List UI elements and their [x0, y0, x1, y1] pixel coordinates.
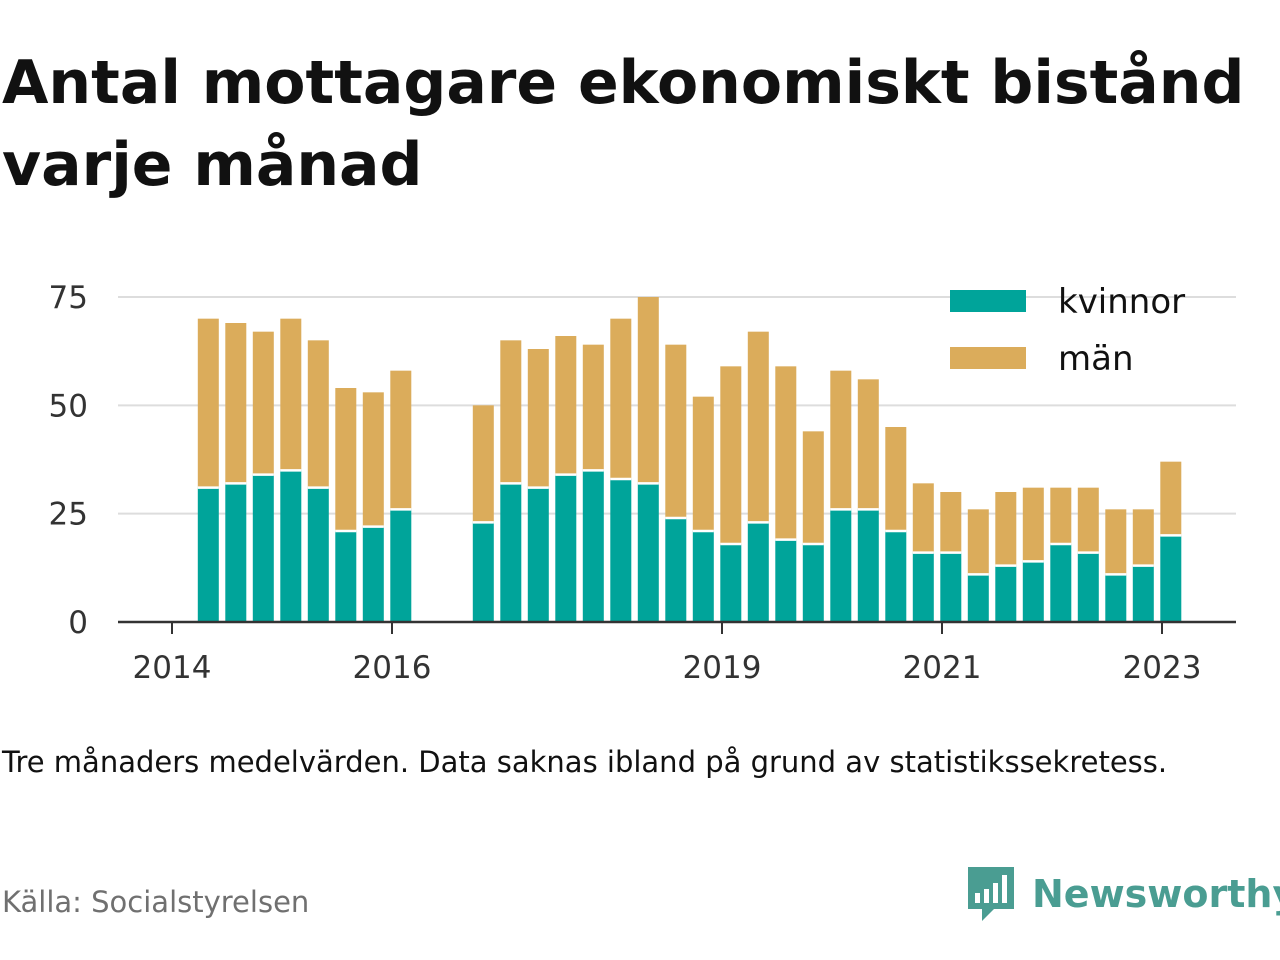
bar-man: [1132, 509, 1154, 566]
bar-man: [1022, 487, 1044, 562]
bar-kvinnor: [1132, 565, 1154, 622]
bar-man: [555, 336, 577, 475]
bar-kvinnor: [307, 487, 329, 622]
bar-kvinnor: [390, 509, 412, 622]
bars: [197, 297, 1182, 622]
bar-man: [252, 331, 274, 475]
newsworthy-logo-icon: [968, 867, 1014, 921]
bar-kvinnor: [720, 544, 742, 622]
bar-kvinnor: [335, 531, 357, 622]
bar-kvinnor: [362, 526, 384, 622]
bar-man: [967, 509, 989, 575]
bar-kvinnor: [995, 565, 1017, 622]
bar-man: [527, 349, 549, 488]
chart-note: Tre månaders medelvärden. Data saknas ib…: [2, 745, 1168, 779]
bar-kvinnor: [527, 487, 549, 622]
bar-man: [1105, 509, 1127, 575]
bar-man: [610, 318, 632, 479]
legend-swatch: [950, 347, 1026, 369]
bar-man: [995, 492, 1017, 566]
x-tick-label: 2023: [1123, 650, 1202, 686]
bar-kvinnor: [197, 487, 219, 622]
bar-kvinnor: [967, 574, 989, 622]
bar-kvinnor: [225, 483, 247, 622]
x-tick-label: 2016: [353, 650, 432, 686]
x-tick-label: 2014: [133, 650, 212, 686]
brand-logo: Newsworthy: [964, 862, 1280, 926]
legend-swatch: [950, 290, 1026, 312]
brand-name: Newsworthy: [1032, 872, 1280, 916]
bar-kvinnor: [472, 522, 494, 622]
stacked-bar-chart: 0 25 50 75 2014 2016 2019 2021 2023 kvinnor män: [49, 280, 1236, 686]
bar-man: [885, 427, 907, 531]
bar-kvinnor: [912, 552, 934, 622]
bar-kvinnor: [802, 544, 824, 622]
bar-man: [747, 331, 769, 523]
bar-kvinnor: [582, 470, 604, 622]
bar-man: [390, 370, 412, 510]
bar-kvinnor: [1077, 552, 1099, 622]
bar-kvinnor: [940, 552, 962, 622]
chart-title: Antal mottagare ekonomiskt bistånd varje…: [2, 48, 1245, 200]
bar-man: [857, 379, 879, 510]
bar-kvinnor: [637, 483, 659, 622]
legend: kvinnor män: [950, 282, 1185, 379]
bar-kvinnor: [555, 474, 577, 622]
bar-kvinnor: [885, 531, 907, 622]
bar-kvinnor: [280, 470, 302, 622]
bar-man: [362, 392, 384, 527]
bar-kvinnor: [747, 522, 769, 622]
bar-man: [280, 318, 302, 471]
bar-man: [1050, 487, 1072, 544]
bar-kvinnor: [775, 539, 797, 622]
bar-man: [582, 344, 604, 471]
x-axis: 2014 2016 2019 2021 2023: [118, 620, 1236, 686]
source-text: Källa: Socialstyrelsen: [2, 885, 310, 919]
bar-man: [912, 483, 934, 553]
bar-kvinnor: [1022, 561, 1044, 622]
bar-man: [665, 344, 687, 518]
y-axis: 0 25 50 75: [49, 280, 88, 641]
bar-kvinnor: [665, 518, 687, 622]
bar-man: [720, 366, 742, 544]
bar-kvinnor: [857, 509, 879, 622]
bar-kvinnor: [1160, 535, 1182, 622]
bar-man: [940, 492, 962, 553]
bar-man: [1077, 487, 1099, 553]
bar-kvinnor: [500, 483, 522, 622]
bar-man: [197, 318, 219, 488]
bar-man: [692, 396, 714, 531]
bar-kvinnor: [692, 531, 714, 622]
x-tick-label: 2021: [903, 650, 982, 686]
bar-man: [1160, 461, 1182, 536]
bar-kvinnor: [1050, 544, 1072, 622]
bar-man: [500, 340, 522, 484]
bar-man: [307, 340, 329, 488]
x-tick-label: 2019: [683, 650, 762, 686]
bar-kvinnor: [252, 474, 274, 622]
y-tick-label: 25: [49, 497, 88, 533]
bar-man: [472, 405, 494, 523]
bar-kvinnor: [1105, 574, 1127, 622]
y-tick-label: 0: [68, 605, 88, 641]
bar-kvinnor: [830, 509, 852, 622]
y-tick-label: 50: [49, 388, 88, 424]
bar-man: [335, 388, 357, 531]
bar-man: [637, 297, 659, 484]
y-tick-label: 75: [49, 280, 88, 316]
legend-label: kvinnor: [1058, 282, 1185, 322]
bar-man: [225, 323, 247, 484]
bar-man: [802, 431, 824, 544]
bar-kvinnor: [610, 479, 632, 622]
bar-man: [830, 370, 852, 510]
bar-man: [775, 366, 797, 540]
legend-label: män: [1058, 339, 1134, 379]
